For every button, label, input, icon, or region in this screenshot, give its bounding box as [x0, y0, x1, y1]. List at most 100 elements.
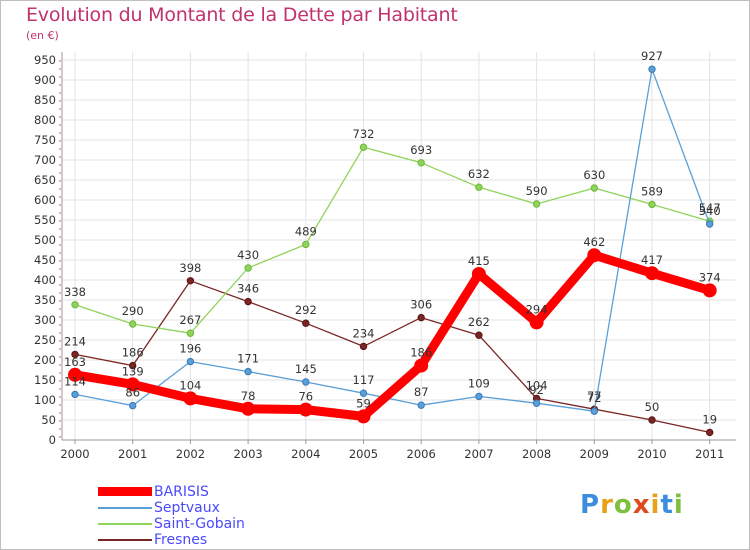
data-label: 262: [468, 315, 490, 329]
series-line-fresnes: [74, 280, 711, 434]
data-label: 92: [529, 383, 544, 397]
data-point: [475, 183, 483, 191]
data-point: [475, 331, 483, 339]
x-tick-label: 2009: [580, 447, 609, 461]
y-tick-label: 500: [34, 233, 56, 247]
data-label: 59: [356, 396, 371, 410]
data-label: 346: [237, 282, 259, 296]
data-label: 86: [125, 386, 140, 400]
x-tick-label: 2010: [637, 447, 666, 461]
data-label: 374: [699, 270, 721, 284]
data-point: [68, 367, 82, 382]
x-tick-label: 2004: [291, 447, 320, 461]
y-tick-label: 750: [34, 133, 56, 147]
data-label: 186: [410, 346, 432, 360]
y-tick-label: 600: [34, 193, 56, 207]
legend-item: Fresnes: [98, 532, 358, 548]
data-point: [302, 378, 310, 386]
x-tick-label: 2006: [407, 447, 436, 461]
data-point: [129, 361, 137, 370]
plot-area: [62, 52, 736, 440]
data-point: [71, 301, 79, 309]
y-tick-label: 100: [34, 393, 56, 407]
data-point: [71, 390, 79, 399]
legend-item: BARISIS: [98, 484, 358, 500]
data-point: [302, 240, 310, 249]
data-label: 290: [122, 304, 144, 318]
data-point: [125, 377, 140, 392]
data-label: 196: [179, 342, 201, 356]
y-tick-label: 50: [41, 413, 56, 427]
x-tick-label: 2001: [118, 447, 147, 461]
data-label: 114: [64, 374, 86, 388]
legend-item: Saint-Gobain: [98, 516, 358, 532]
data-point: [129, 401, 137, 410]
y-tick-label: 650: [34, 173, 56, 187]
data-point: [532, 200, 541, 208]
data-point: [417, 401, 425, 409]
data-point: [648, 200, 656, 209]
data-label: 234: [353, 326, 375, 340]
data-label: 398: [179, 261, 201, 275]
data-label: 589: [641, 184, 663, 198]
data-point: [71, 350, 79, 359]
data-point: [706, 220, 714, 228]
data-label: 489: [295, 224, 317, 238]
data-label: 306: [410, 298, 432, 312]
data-point: [186, 329, 195, 337]
data-point: [186, 277, 195, 285]
data-label: 693: [410, 143, 432, 157]
data-label: 145: [295, 362, 317, 376]
data-label: 87: [414, 385, 429, 399]
y-tick-label: 850: [34, 93, 56, 107]
y-tick-label: 900: [34, 73, 56, 87]
x-tick-label: 2007: [464, 447, 493, 461]
data-point: [241, 401, 256, 416]
data-label: 462: [583, 235, 605, 249]
y-tick-label: 400: [34, 273, 56, 287]
legend-label: Septvaux: [154, 500, 220, 516]
data-label: 927: [641, 49, 663, 63]
chart-legend: BARISIS Septvaux Saint-Gobain Fresnes: [98, 484, 358, 548]
data-label: 547: [699, 201, 721, 215]
data-label: 76: [298, 390, 313, 404]
y-tick-label: 950: [34, 53, 56, 67]
data-point: [475, 392, 483, 401]
data-label: 104: [526, 378, 548, 392]
data-label: 109: [468, 376, 490, 390]
data-label: 104: [179, 378, 201, 392]
x-tick-label: 2008: [522, 447, 551, 461]
x-tick-label: 2003: [233, 447, 262, 461]
y-tick-label: 250: [34, 333, 56, 347]
data-label: 338: [64, 285, 86, 299]
data-point: [471, 267, 486, 281]
data-label: 732: [353, 127, 375, 141]
y-tick-label: 350: [34, 293, 56, 307]
y-tick-label: 450: [34, 253, 56, 267]
data-point: [244, 297, 252, 306]
data-label: 292: [295, 303, 317, 317]
data-point: [359, 389, 368, 397]
data-point: [648, 65, 656, 73]
data-label: 267: [179, 313, 201, 327]
data-label: 630: [583, 168, 605, 182]
y-tick-label: 200: [34, 353, 56, 367]
proxiti-logo: Proxiti: [580, 490, 684, 520]
y-tick-label: 550: [34, 213, 56, 227]
data-point: [587, 248, 602, 263]
data-point: [590, 407, 598, 415]
series-line-saint-gobain: [74, 146, 711, 334]
data-point: [702, 283, 717, 298]
y-tick-label: 800: [34, 113, 56, 127]
data-point: [648, 416, 656, 424]
data-label: 171: [237, 352, 259, 366]
data-point: [359, 342, 368, 351]
y-tick-label: 150: [34, 373, 56, 387]
data-label: 430: [237, 248, 259, 262]
data-point: [186, 357, 195, 366]
data-point: [414, 358, 429, 373]
data-point: [359, 143, 368, 151]
data-label: 78: [241, 389, 256, 403]
data-point: [183, 391, 198, 406]
data-point: [532, 399, 541, 407]
